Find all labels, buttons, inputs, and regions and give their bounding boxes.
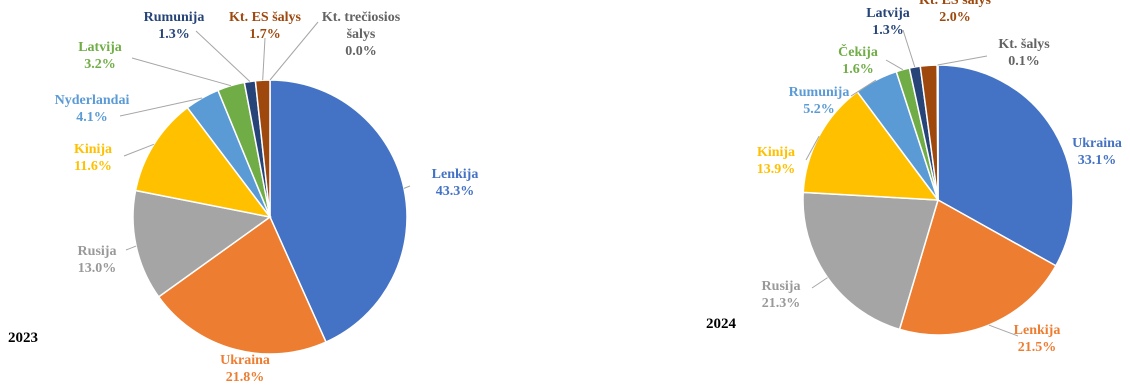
leader-line-kinija [123,143,155,157]
pie-slice-kinija [134,106,272,219]
leader-line-lenkija [403,185,411,189]
pie-slice-ukraina [937,64,1074,267]
leader-line-kt-es-šalys [262,37,266,81]
leader-line-kinija [805,135,820,161]
leader-line-rumunija [850,79,877,97]
data-label-lenkija: Lenkija 21.5% [1014,323,1061,355]
data-label-kt-trečiosios-šalys: Kt. trečiosios šalys 0.0% [322,10,401,59]
pie-slice-kinija [802,90,940,201]
leader-line-latvija [902,29,916,68]
data-label-rumunija: Rumunija 5.2% [789,85,850,117]
chart-title-2024: 2024 [706,316,737,332]
pie-slice-ukraina [157,215,327,355]
data-label-kt-es-šalys: Kt. ES šalys 2.0% [919,0,992,25]
pie-chart-2024: 2024 Ukraina 33.1% Lenkija 21.5% Rusija 21.3%… [706,0,1122,355]
data-label-kinija: Kinija 11.6% [74,142,112,174]
data-label-nyderlandai: Nyderlandai 4.1% [55,93,130,125]
pie-slice-lenkija [269,79,408,344]
leader-line-latvija [131,57,232,87]
leader-line-kt-šalys [937,55,988,66]
leader-line-čekija [885,59,904,71]
leader-line-nyderlandai [119,97,203,117]
pie-chart-2023: 2023 Lenkija 43.3% Ukraina 21.8% Rusija 13.0%… [8,10,478,385]
data-label-ukraina: Ukraina 33.1% [1072,136,1122,168]
data-label-kt-es-šalys: Kt. ES šalys 1.7% [229,10,302,42]
leader-line-kt-trečiosios-šalys [269,21,319,81]
pie-slice-kt-šalys [936,64,939,201]
data-label-ukraina: Ukraina 21.8% [220,353,270,385]
data-label-latvija: Latvija 3.2% [78,40,122,72]
data-label-rusija: Rusija 13.0% [78,244,117,276]
data-label-rumunija: Rumunija 1.3% [144,10,205,42]
data-label-rusija: Rusija 21.3% [762,279,801,311]
leader-line-lenkija [988,324,1019,337]
data-label-lenkija: Lenkija 43.3% [432,167,479,199]
leader-line-rusija [125,245,137,251]
data-label-latvija: Latvija 1.3% [866,6,910,38]
pie-slice-kt-es-šalys [254,79,271,218]
data-label-kt-šalys: Kt. šalys 0.1% [998,37,1050,69]
pie-slice-lenkija [898,198,1057,336]
leader-line-rusija [811,277,828,289]
pie-slice-rusija [132,189,272,298]
data-label-čekija: Čekija 1.6% [838,43,878,77]
leader-line-rumunija [195,30,251,82]
data-label-kinija: Kinija 13.9% [757,145,796,177]
chart-title-2023: 2023 [8,330,38,346]
pie-slice-rusija [802,191,939,331]
